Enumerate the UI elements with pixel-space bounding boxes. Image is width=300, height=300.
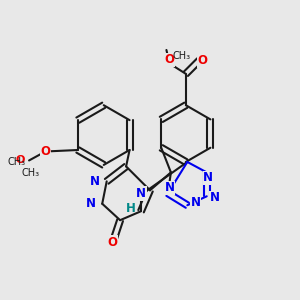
Text: O: O	[15, 155, 25, 166]
Text: N: N	[136, 187, 146, 200]
Text: CH₃: CH₃	[22, 168, 40, 178]
Text: N: N	[90, 175, 100, 188]
Text: CH₃: CH₃	[8, 157, 26, 167]
Text: O: O	[40, 145, 50, 158]
Text: O: O	[198, 54, 208, 67]
Text: CH₃: CH₃	[172, 51, 190, 61]
Text: O: O	[164, 53, 174, 66]
Text: H: H	[126, 202, 136, 215]
Text: N: N	[164, 182, 174, 194]
Text: O: O	[108, 236, 118, 249]
Text: N: N	[191, 196, 201, 209]
Text: N: N	[86, 197, 96, 210]
Text: N: N	[210, 191, 220, 204]
Text: N: N	[203, 171, 213, 184]
